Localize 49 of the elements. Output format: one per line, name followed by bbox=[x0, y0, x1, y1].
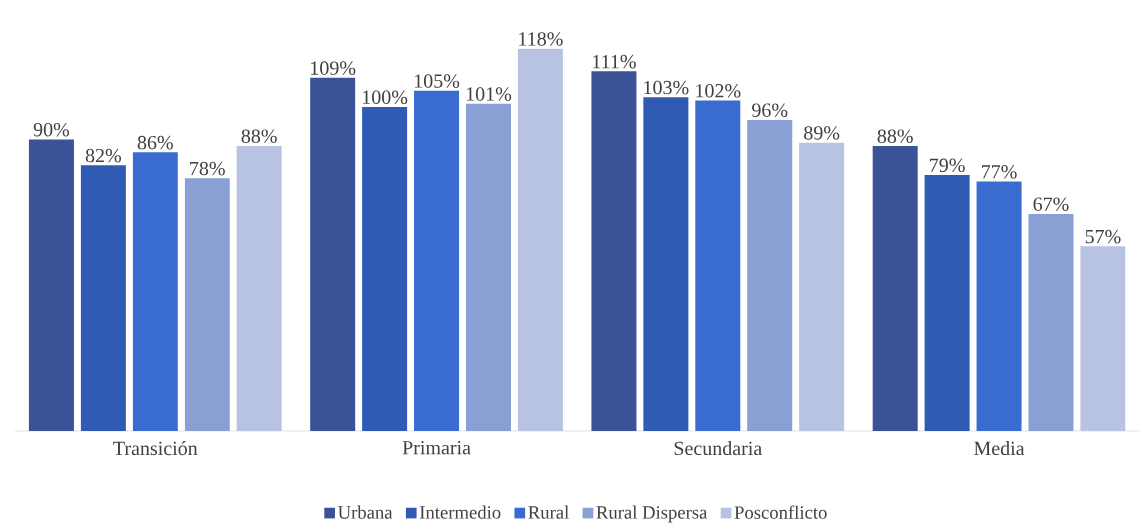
bar bbox=[184, 178, 230, 431]
x-tick-label: Media bbox=[974, 441, 1025, 456]
bar bbox=[362, 107, 408, 431]
data-label: 105% bbox=[414, 74, 460, 88]
data-label: 118% bbox=[519, 32, 563, 46]
bar bbox=[976, 181, 1022, 431]
data-label: 100% bbox=[363, 90, 408, 105]
bar bbox=[236, 145, 282, 431]
legend-label: Rural Dispersa bbox=[596, 505, 708, 523]
legend-label: Posconflicto bbox=[734, 505, 827, 519]
data-label: 101% bbox=[466, 87, 512, 101]
data-label: 90% bbox=[33, 122, 70, 137]
data-label: 109% bbox=[311, 61, 356, 75]
bar bbox=[28, 139, 74, 431]
data-label: 102% bbox=[696, 84, 741, 98]
bar bbox=[747, 119, 793, 431]
bar bbox=[414, 90, 460, 431]
data-label: 78% bbox=[190, 161, 225, 176]
data-label: 89% bbox=[804, 126, 840, 140]
bar bbox=[591, 71, 637, 431]
legend-label: Intermedio bbox=[419, 505, 501, 519]
bar bbox=[695, 100, 741, 431]
bar bbox=[465, 103, 511, 431]
data-label: 79% bbox=[930, 158, 965, 173]
legend-label: Urbana bbox=[338, 505, 393, 519]
bar bbox=[517, 48, 563, 431]
data-label: 111% bbox=[593, 54, 636, 69]
data-label: 77% bbox=[982, 165, 1017, 179]
bar bbox=[799, 142, 845, 431]
data-label: 96% bbox=[752, 103, 788, 118]
bar bbox=[132, 152, 178, 431]
bar bbox=[80, 165, 126, 431]
data-label: 57% bbox=[1085, 229, 1121, 244]
data-label: 86% bbox=[137, 135, 173, 150]
data-label: 82% bbox=[85, 148, 122, 163]
x-tick-label: Secundaria bbox=[674, 441, 762, 456]
bar bbox=[310, 77, 356, 431]
bar bbox=[1028, 213, 1074, 431]
x-tick-label: Primaria bbox=[402, 441, 471, 455]
bar bbox=[1080, 246, 1126, 431]
bar bbox=[924, 175, 970, 431]
data-label: 88% bbox=[877, 129, 913, 143]
data-label: 88% bbox=[241, 129, 277, 143]
legend-label: Rural bbox=[528, 505, 569, 519]
x-tick-label: Transición bbox=[113, 441, 198, 456]
bar bbox=[872, 145, 918, 431]
data-label: 67% bbox=[1033, 197, 1069, 211]
bar bbox=[643, 97, 689, 431]
data-label: 103% bbox=[644, 80, 689, 95]
